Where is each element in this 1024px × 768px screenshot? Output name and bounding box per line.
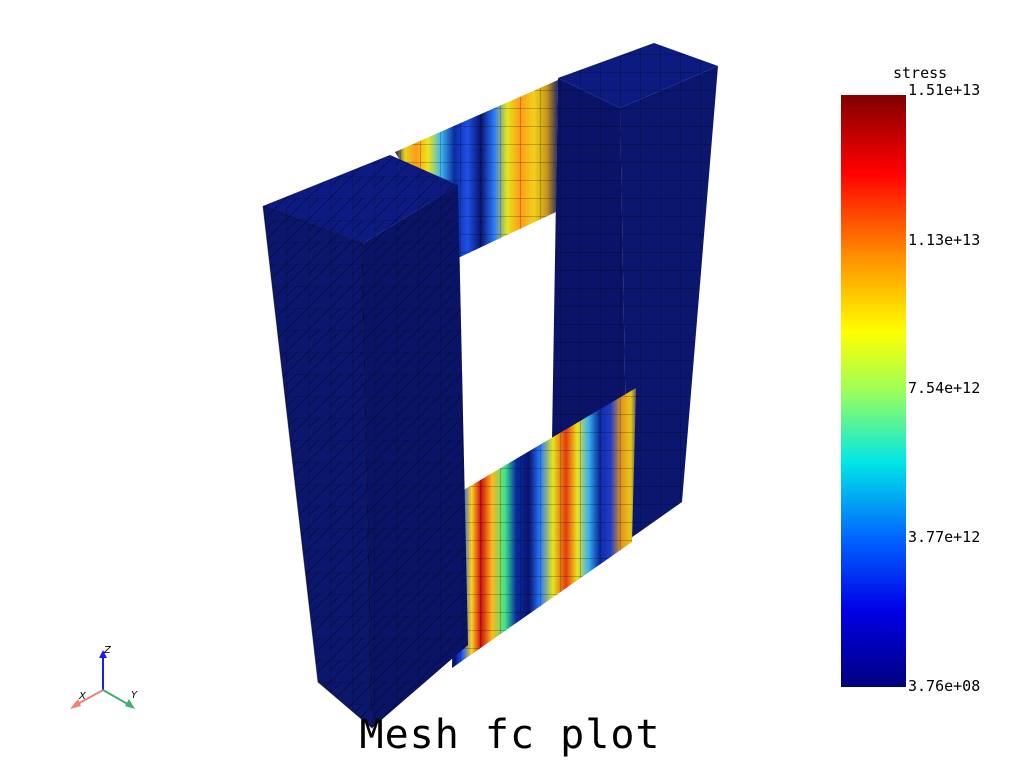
colorbar-tick-min: 3.76e+08 <box>908 677 981 695</box>
left-pillar-side-mesh <box>263 206 372 728</box>
left-pillar-front-mesh <box>362 185 468 728</box>
colorbar <box>841 95 906 687</box>
left-pillar-top-mesh <box>263 155 458 244</box>
right-pillar-top-mesh <box>558 43 718 108</box>
colorbar-title: stress <box>893 64 948 82</box>
colorbar-tick-3: 7.54e+12 <box>908 379 981 397</box>
colorbar-tick-4: 3.77e+12 <box>908 528 981 546</box>
orientation-axes[interactable] <box>70 650 135 709</box>
colorbar-tick-2: 1.13e+13 <box>908 231 981 249</box>
z-axis-arrow <box>99 650 107 658</box>
mesh-edges <box>262 205 373 730</box>
x-axis-label: X <box>79 691 86 702</box>
y-axis-arrow <box>125 699 135 709</box>
z-axis-label: Z <box>104 645 111 656</box>
colorbar-tick-max: 1.51e+13 <box>908 81 981 99</box>
x-axis-arrow <box>70 699 81 709</box>
right-pillar-side-mesh <box>620 66 718 540</box>
y-axis-label: Y <box>131 690 138 701</box>
mesh-model[interactable] <box>262 43 718 730</box>
plot-title: Mesh fc plot <box>359 712 661 758</box>
lower-slab-mesh <box>452 388 636 668</box>
y-axis-line <box>102 689 132 707</box>
